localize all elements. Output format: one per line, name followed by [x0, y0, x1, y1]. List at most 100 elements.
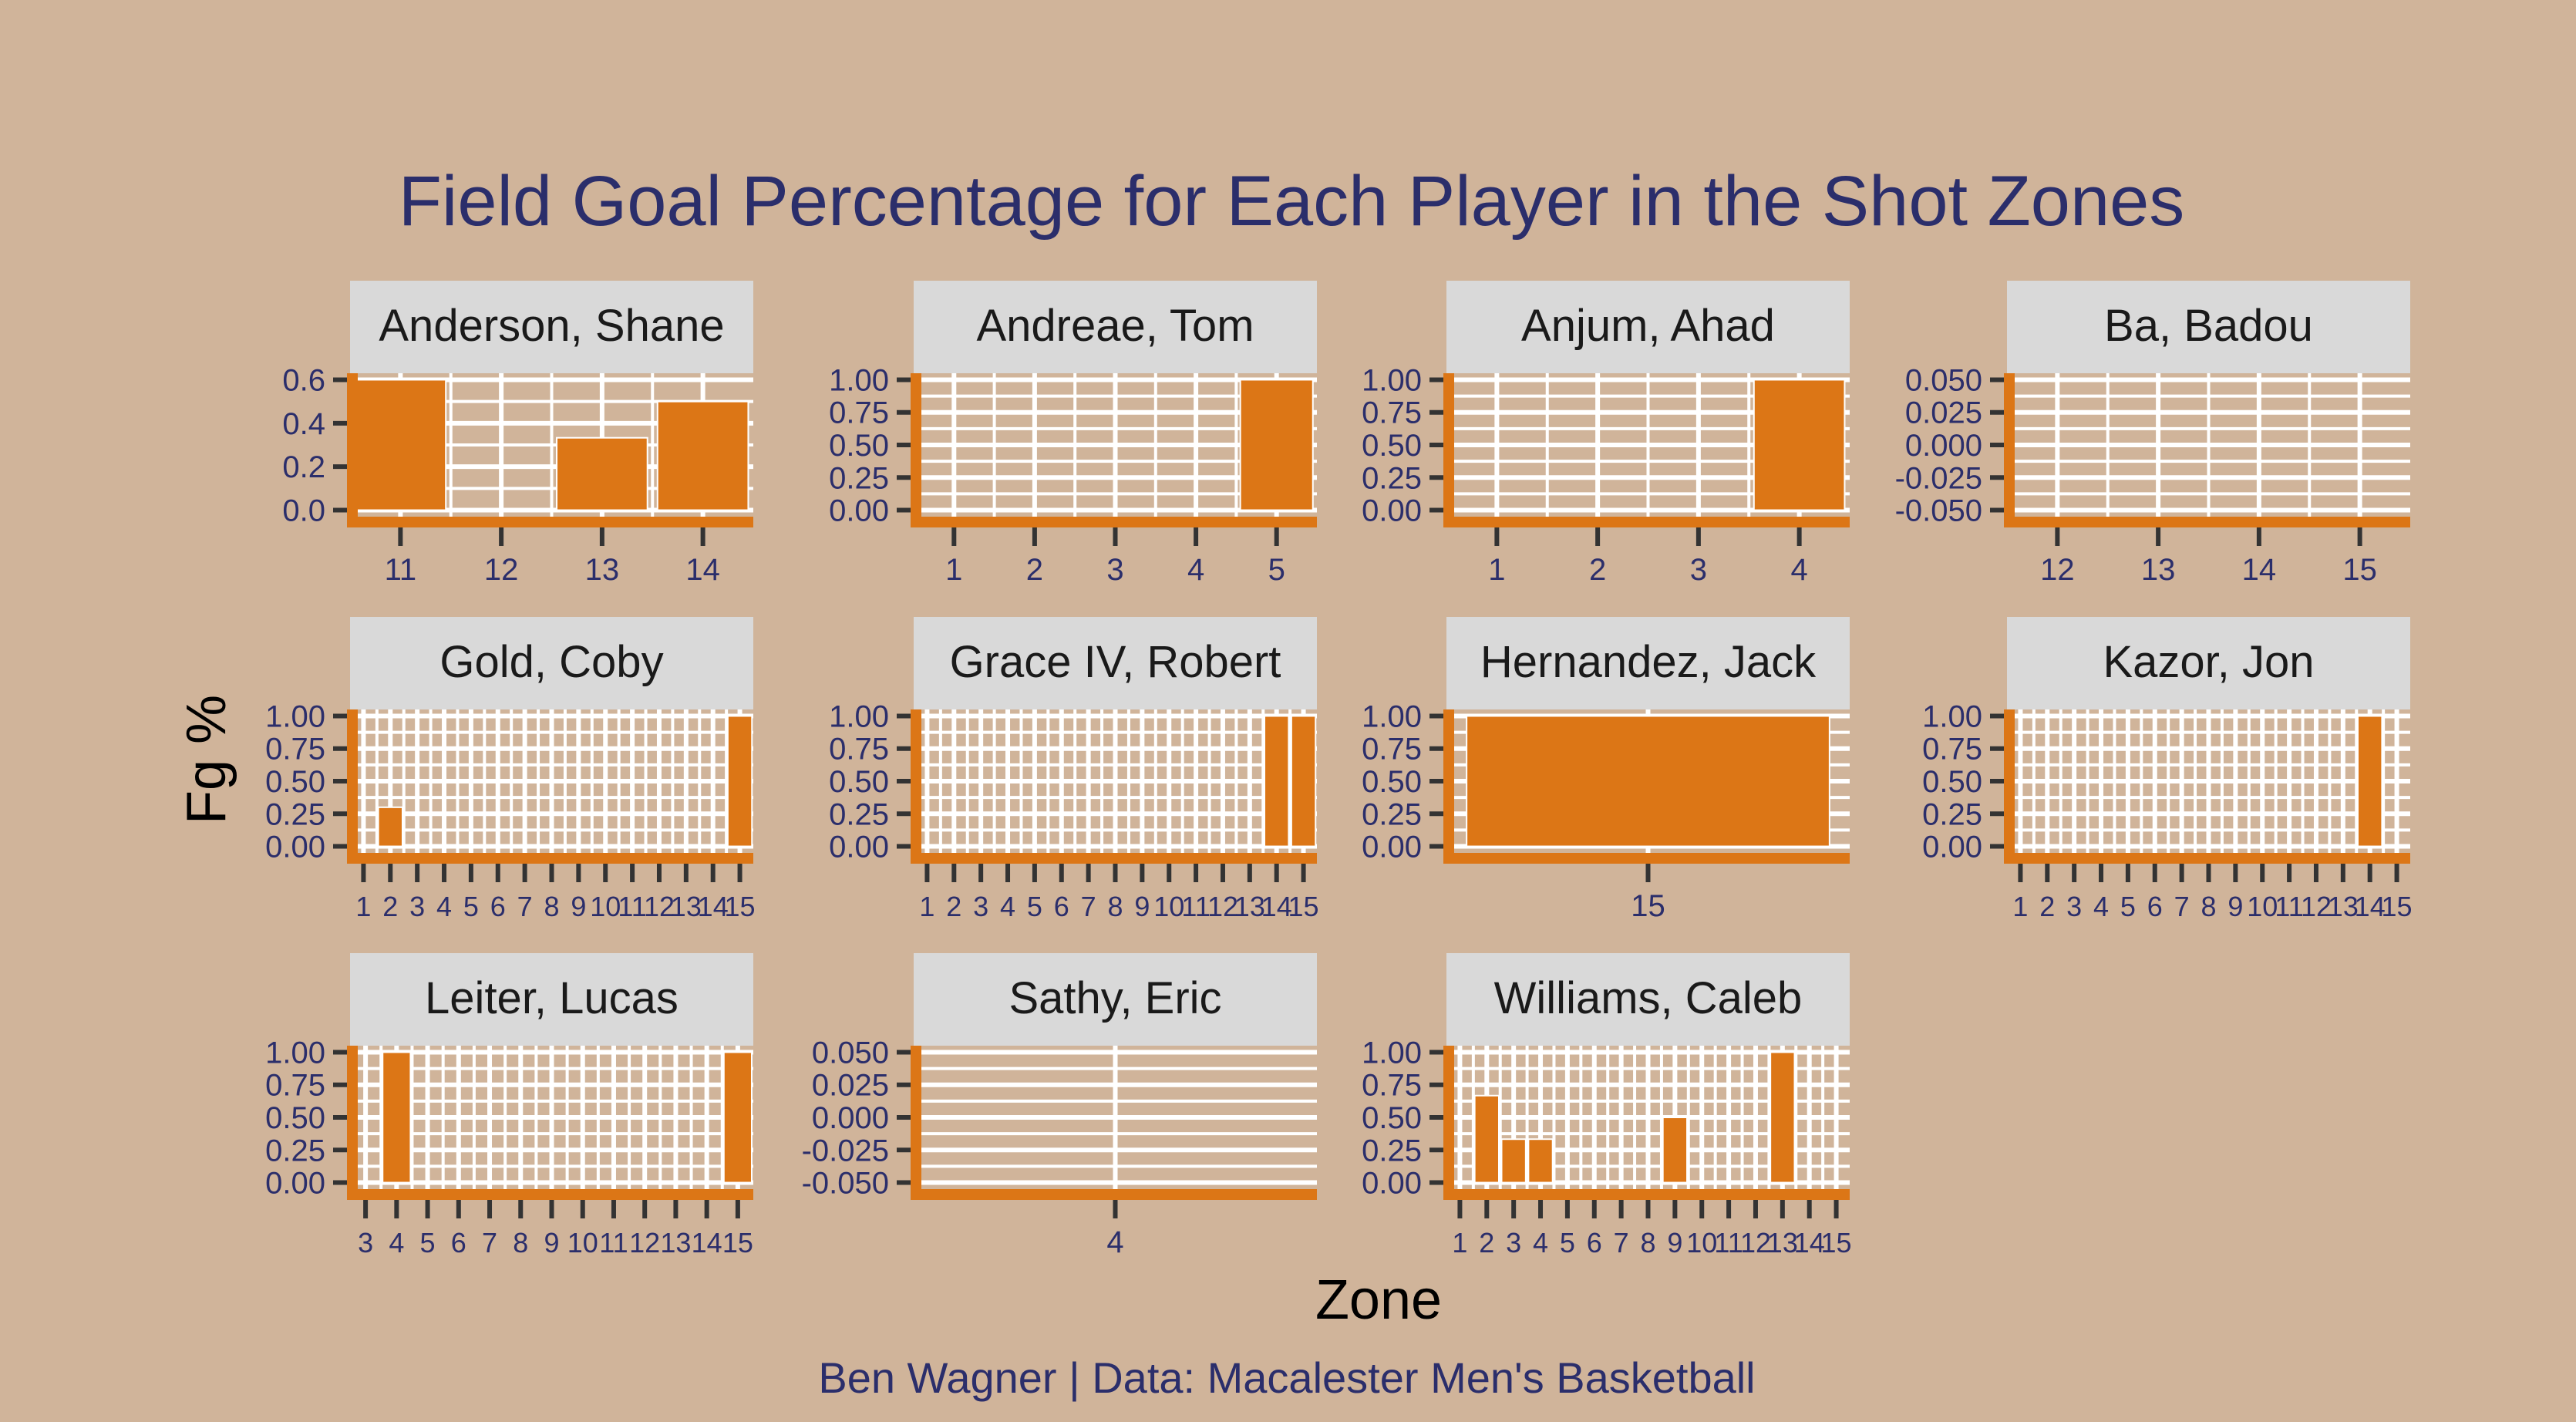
x-tick-label: 9 — [544, 1227, 559, 1259]
y-tick-label: 0.00 — [1362, 831, 1422, 864]
y-tick-label: 0.00 — [1922, 831, 1982, 864]
facet-strip-label: Williams, Caleb — [1494, 973, 1803, 1023]
bar — [1290, 715, 1317, 847]
bar — [556, 436, 648, 511]
x-tick-label: 12 — [2040, 553, 2075, 587]
y-tick-label: 0.75 — [829, 396, 889, 430]
y-tick-label: 0.025 — [1905, 396, 1982, 430]
y-tick-label: 0.25 — [265, 1134, 325, 1168]
x-tick-label: 15 — [2342, 553, 2377, 587]
y-tick-label: 0.25 — [1362, 1134, 1422, 1168]
y-tick-label: 0.50 — [1362, 429, 1422, 463]
x-tick-label: 3 — [973, 891, 988, 922]
x-axis-line — [2004, 853, 2410, 864]
y-tick-label: -0.050 — [1895, 494, 1982, 528]
facet-strip-label: Hernandez, Jack — [1480, 637, 1817, 687]
bar — [1239, 379, 1314, 511]
bar — [1527, 1138, 1554, 1184]
y-tick-label: -0.050 — [802, 1167, 889, 1201]
x-tick-label: 2 — [1026, 553, 1043, 587]
x-tick-label: 9 — [1134, 891, 1150, 922]
x-tick-label: 5 — [463, 891, 479, 922]
facet-strip — [350, 281, 753, 373]
y-tick-label: 0.50 — [265, 1101, 325, 1135]
chart-title: Field Goal Percentage for Each Player in… — [399, 162, 2185, 241]
y-tick-label: -0.025 — [802, 1134, 889, 1168]
x-tick-label: 5 — [2120, 891, 2136, 922]
facet-strip-label: Kazor, Jon — [2103, 637, 2314, 687]
x-tick-label: 14 — [692, 1227, 722, 1259]
x-tick-label: 10 — [590, 891, 621, 922]
facet-strip — [2007, 281, 2410, 373]
y-tick-label: 0.50 — [1922, 765, 1982, 799]
x-tick-label: 8 — [2201, 891, 2216, 922]
x-tick-label: 11 — [618, 891, 646, 922]
y-tick-label: 0.25 — [265, 797, 325, 831]
bar — [1264, 715, 1290, 847]
y-tick-label: 1.00 — [265, 1036, 325, 1070]
y-tick-label: 0.00 — [829, 831, 889, 864]
x-tick-label: 8 — [513, 1227, 528, 1259]
facet-strip — [2007, 617, 2410, 709]
x-axis-line — [911, 517, 1317, 527]
y-tick-label: 0.75 — [1362, 396, 1422, 430]
x-tick-label: 12 — [1207, 891, 1238, 922]
x-tick-label: 2 — [1479, 1227, 1494, 1259]
x-axis-line — [1443, 517, 1850, 527]
y-axis-line — [911, 373, 921, 524]
x-tick-label: 6 — [451, 1227, 466, 1259]
facet-panel: Andreae, Tom 0.000.250.500.751.00 1 2 3 4 5 — [829, 281, 1317, 587]
y-axis-line — [2004, 709, 2015, 861]
y-tick-label: 0.75 — [265, 733, 325, 767]
y-tick-label: 0.75 — [1362, 733, 1422, 767]
x-axis-line — [347, 853, 753, 864]
x-axis-label: Zone — [1315, 1269, 1442, 1331]
y-tick-label: 0.25 — [1362, 461, 1422, 495]
facet-strip-label: Anjum, Ahad — [1521, 301, 1775, 351]
facet-strip — [1446, 281, 1850, 373]
y-axis-line — [911, 709, 921, 861]
x-tick-label: 4 — [1791, 553, 1808, 587]
x-tick-label: 4 — [1000, 891, 1015, 922]
x-tick-label: 5 — [420, 1227, 436, 1259]
bar — [1770, 1051, 1796, 1184]
x-tick-label: 1 — [919, 891, 934, 922]
x-tick-label: 9 — [571, 891, 586, 922]
x-tick-label: 11 — [1181, 891, 1210, 922]
x-tick-label: 1 — [945, 553, 962, 587]
bar — [656, 400, 749, 511]
x-tick-label: 4 — [389, 1227, 404, 1259]
bar — [722, 1051, 753, 1184]
x-axis-line — [1443, 1189, 1850, 1200]
facet-strip-label: Anderson, Shane — [379, 301, 724, 351]
x-tick-label: 15 — [1631, 889, 1665, 923]
x-tick-label: 4 — [1106, 1225, 1123, 1259]
x-tick-label: 13 — [2328, 891, 2359, 922]
x-tick-label: 9 — [1667, 1227, 1682, 1259]
x-tick-label: 4 — [436, 891, 452, 922]
x-tick-label: 6 — [1054, 891, 1069, 922]
x-tick-label: 14 — [1261, 891, 1292, 922]
x-tick-label: 10 — [2247, 891, 2278, 922]
x-tick-label: 13 — [671, 891, 702, 922]
x-tick-label: 5 — [1268, 553, 1285, 587]
x-tick-label: 14 — [2242, 553, 2277, 587]
facet-panel: Leiter, Lucas 0.000.250.500.751.00 3 4 5 6 7 8 9… — [265, 953, 753, 1259]
facet-strip-label: Grace IV, Robert — [950, 637, 1281, 687]
x-tick-label: 1 — [355, 891, 371, 922]
x-axis-line — [911, 1189, 1317, 1200]
x-tick-label: 13 — [2141, 553, 2176, 587]
y-axis-line — [347, 373, 358, 524]
y-axis-line — [347, 1046, 358, 1197]
y-tick-label: 0.50 — [1362, 1101, 1422, 1135]
y-tick-label: 0.25 — [1362, 797, 1422, 831]
x-tick-label: 3 — [1106, 553, 1123, 587]
x-tick-label: 1 — [1452, 1227, 1467, 1259]
x-tick-label: 4 — [1187, 553, 1204, 587]
y-axis-line — [2004, 373, 2015, 524]
